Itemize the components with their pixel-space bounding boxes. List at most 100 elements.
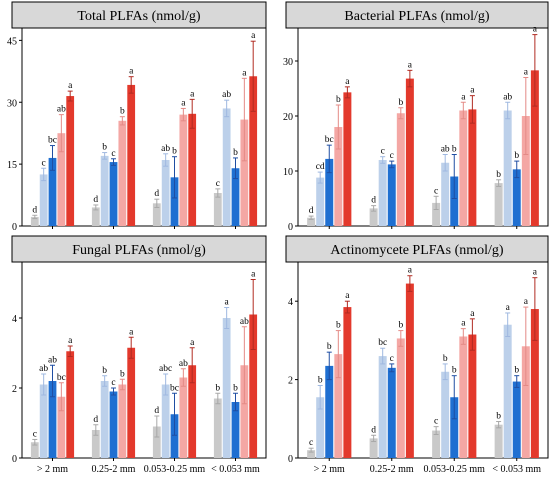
significance-letter: bc [325,135,334,145]
bar [450,176,459,226]
significance-letter: a [242,68,247,78]
bar [512,169,521,226]
bar [66,96,75,226]
significance-letter: d [154,189,159,199]
significance-letter: c [111,149,115,159]
bar [334,127,343,226]
significance-letter: b [443,354,448,364]
y-tick-label: 2 [12,384,17,395]
x-tick-label: 0.053-0.25 mm [424,464,486,475]
y-tick-label: 4 [12,314,17,325]
bar [118,120,127,226]
bar [100,155,109,226]
significance-letter: ab [240,317,249,327]
bar [396,338,405,458]
bar [530,309,539,458]
bar [109,162,118,226]
significance-letter: b [452,366,457,376]
significance-letter: a [68,336,73,346]
bar [343,92,352,226]
significance-letter: c [434,417,438,427]
panel-title: Fungal PLFAs (nmol/g) [72,243,206,258]
bar [152,203,161,226]
bar [343,307,352,458]
y-tick-label: 30 [283,57,293,68]
bar [521,346,530,458]
significance-letter: b [496,412,501,422]
bar [450,397,459,458]
significance-letter: b [318,375,323,385]
y-tick-label: 20 [283,112,293,123]
significance-letter: c [434,186,438,196]
bar [249,76,258,226]
bar [503,110,512,226]
bar [231,168,240,226]
bar [468,109,477,226]
x-tick-label: 0.25-2 mm [92,464,136,475]
bar [213,193,222,226]
significance-letter: b [233,383,238,393]
bar [39,174,48,226]
bar [325,365,334,458]
significance-letter: c [390,354,394,364]
bar [316,397,325,458]
bar [494,424,503,458]
y-tick-label: 30 [7,98,17,109]
bar [48,381,57,458]
significance-letter: d [93,195,98,205]
y-tick-label: 0 [12,222,17,233]
significance-letter: b [514,366,519,376]
bar [48,157,57,226]
significance-letter: c [33,429,37,439]
significance-letter: a [190,89,195,99]
bar [405,283,414,458]
significance-letter: a [533,268,538,278]
bar [57,396,66,458]
bar [405,78,414,226]
bar [109,391,118,458]
bar [66,351,75,458]
bar [432,202,441,226]
y-tick-label: 45 [7,36,17,47]
significance-letter: d [309,206,314,216]
bar [57,133,66,226]
bar [521,116,530,226]
significance-letter: b [452,145,457,155]
significance-letter: a [470,86,475,96]
significance-letter: a [461,92,466,102]
significance-letter: a [506,303,511,313]
significance-letter: a [345,77,350,87]
bar [387,164,396,226]
bar [39,384,48,458]
bar [316,177,325,226]
x-tick-label: > 2 mm [314,464,345,475]
x-tick-label: 0.053-0.25 mm [144,464,206,475]
significance-letter: bc [57,373,66,383]
bar [161,384,170,458]
y-tick-label: 4 [288,297,293,308]
bar [152,426,161,458]
significance-letter: b [336,95,341,105]
bar [459,110,468,226]
bar [240,119,249,226]
significance-letter: abc [159,364,172,374]
significance-letter: ab [161,144,170,154]
x-tick-label: > 2 mm [37,464,68,475]
significance-letter: b [102,366,107,376]
significance-letter: a [345,291,350,301]
bar [334,354,343,458]
significance-letter: a [225,298,230,308]
significance-letter: d [154,406,159,416]
significance-letter: b [102,143,107,153]
bar [91,430,100,458]
bar [307,450,316,458]
significance-letter: c [216,179,220,189]
bar [441,371,450,458]
significance-letter: b [172,147,177,157]
bar [441,162,450,226]
bar [30,442,39,458]
